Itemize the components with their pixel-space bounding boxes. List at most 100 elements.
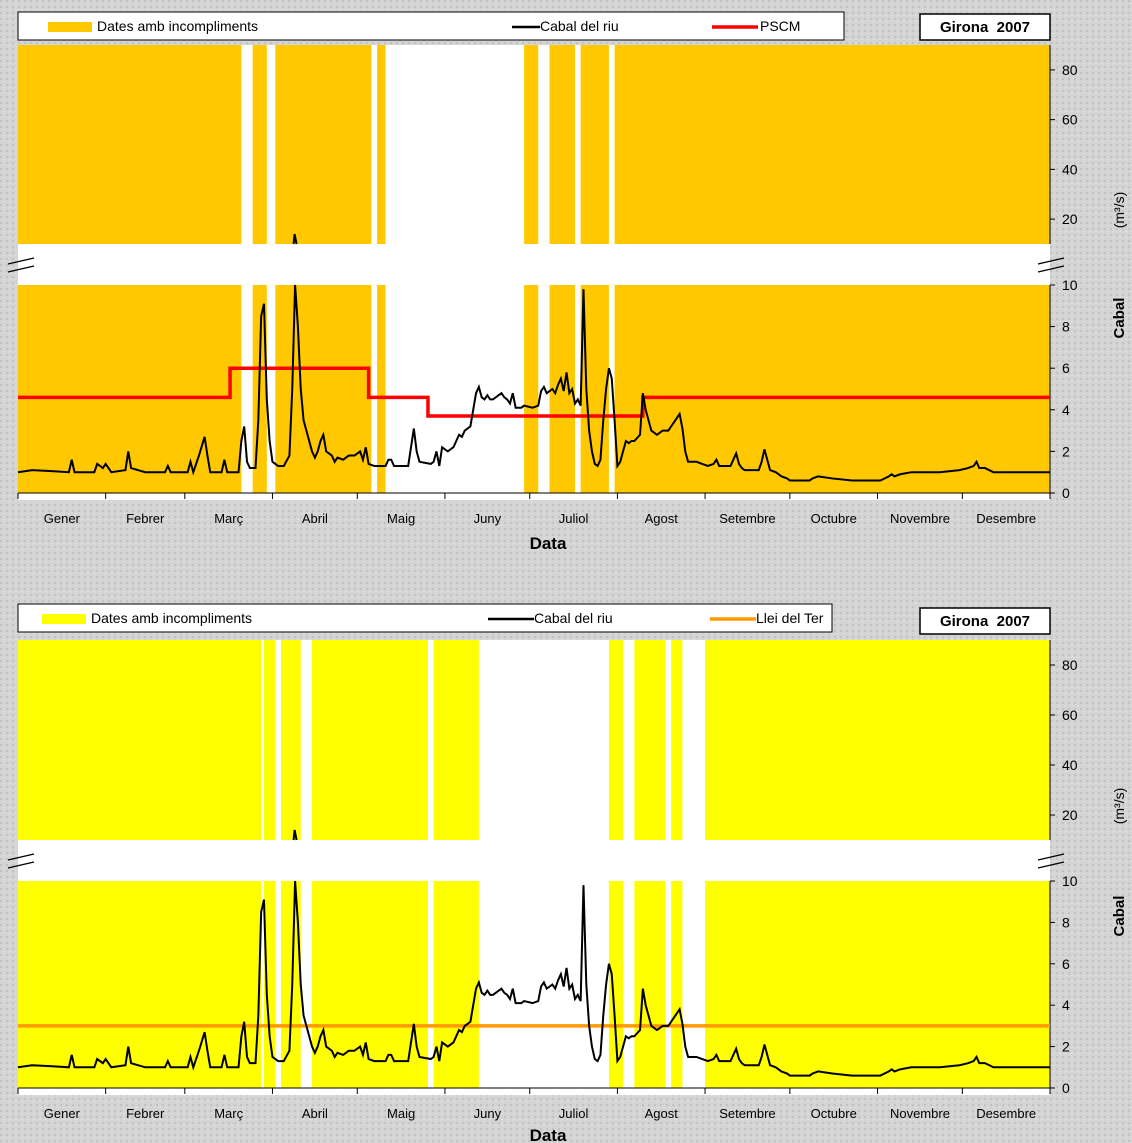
axis-break-left (7, 257, 35, 273)
x-axis-title: Data (530, 1126, 567, 1143)
band-upper-1 (252, 45, 267, 244)
band-upper-7 (614, 45, 1050, 244)
y-tick-label-lower-4: 8 (1062, 319, 1070, 335)
y-tick-label-upper-3: 80 (1062, 657, 1078, 673)
axis-break-right (1037, 257, 1065, 273)
band-upper-5 (608, 640, 624, 840)
band-lower-6 (634, 881, 666, 1088)
title-box (919, 13, 1051, 41)
band-upper-3 (312, 640, 428, 840)
title-label: Girona 2007 (940, 19, 1030, 36)
axis-break-right (1037, 853, 1065, 869)
flow-line (17, 284, 1050, 482)
legend-swatch-band (42, 614, 86, 624)
x-tick-label-6: Juliol (559, 511, 589, 526)
x-tick-label-3: Abril (302, 511, 328, 526)
y-tick-label-lower-5: 10 (1062, 277, 1078, 293)
title-box (919, 607, 1051, 635)
y-tick-label-lower-3: 6 (1062, 956, 1070, 972)
band-upper-4 (433, 640, 479, 840)
y-axis-upper: 20 40 60 80 (1049, 640, 1078, 840)
band-lower-8 (705, 881, 1050, 1088)
band-lower-2 (275, 285, 372, 493)
band-lower-3 (377, 285, 386, 493)
band-lower-3 (312, 881, 428, 1088)
chart-psc: 20 40 60 80 0 2 4 6 8 10 Gener Febrer Març Abril Mai… (7, 11, 1128, 553)
y-tick-label-upper-3: 80 (1062, 62, 1078, 78)
band-upper-2 (275, 45, 372, 244)
x-tick-label-5: Juny (474, 1106, 502, 1121)
x-tick-label-7: Agost (645, 1106, 679, 1121)
band-group-upper (18, 45, 1050, 244)
y-tick-label-upper-1: 40 (1062, 757, 1078, 773)
y-tick-label-lower-1: 2 (1062, 443, 1070, 459)
y-tick-label-lower-0: 0 (1062, 1080, 1070, 1096)
x-axis: Gener Febrer Març Abril Maig Juny Juliol Agost S… (17, 1087, 1051, 1121)
band-lower-2 (280, 881, 301, 1088)
x-tick-label-8: Setembre (719, 511, 775, 526)
y-tick-label-lower-4: 8 (1062, 914, 1070, 930)
y-axis-title: Cabal (1111, 298, 1128, 339)
x-tick-label-9: Octubre (811, 1106, 857, 1121)
x-tick-label-10: Novembre (890, 511, 950, 526)
legend-label-flow: Cabal del riu (534, 610, 613, 626)
y-tick-label-upper-0: 20 (1062, 211, 1078, 227)
legend-label-threshold: PSCM (760, 18, 800, 34)
y-tick-label-upper-2: 60 (1062, 112, 1078, 128)
legend-label-band: Dates amb incompliments (91, 610, 252, 626)
band-upper-6 (580, 45, 609, 244)
y-tick-label-lower-3: 6 (1062, 360, 1070, 376)
y-tick-label-upper-2: 60 (1062, 707, 1078, 723)
band-upper-2 (280, 640, 301, 840)
band-lower-5 (608, 881, 624, 1088)
band-group-upper (18, 640, 1050, 840)
x-tick-label-2: Març (214, 1106, 243, 1121)
band-upper-3 (377, 45, 386, 244)
band-lower-1 (263, 881, 276, 1088)
y-axis-lower: 0 2 4 6 8 10 (1049, 277, 1078, 501)
legend-swatch-band (48, 22, 92, 32)
band-upper-5 (549, 45, 575, 244)
band-upper-6 (634, 640, 666, 840)
band-upper-4 (524, 45, 539, 244)
chart-llei-ter: 20 40 60 80 0 2 4 6 8 10 Gener Febrer Març Abril Mai… (7, 603, 1128, 1143)
legend-label-band: Dates amb incompliments (97, 18, 258, 34)
y-tick-label-lower-1: 2 (1062, 1039, 1070, 1055)
y-tick-label-upper-1: 40 (1062, 161, 1078, 177)
y-axis-unit: (m³/s) (1111, 192, 1127, 229)
y-tick-label-lower-5: 10 (1062, 873, 1078, 889)
band-upper-0 (18, 45, 242, 244)
x-axis-title: Data (530, 534, 567, 553)
legend-label-threshold: Llei del Ter (756, 610, 824, 626)
x-tick-label-5: Juny (474, 511, 502, 526)
x-tick-label-8: Setembre (719, 1106, 775, 1121)
band-lower-7 (671, 881, 683, 1088)
x-tick-label-4: Maig (387, 1106, 415, 1121)
legend-box (17, 603, 833, 633)
axis-break-left (7, 853, 35, 869)
x-tick-label-7: Agost (645, 511, 679, 526)
band-lower-7 (614, 285, 1050, 493)
x-tick-label-0: Gener (44, 511, 81, 526)
x-tick-label-9: Octubre (811, 511, 857, 526)
x-tick-label-1: Febrer (126, 511, 165, 526)
y-axis-lower: 0 2 4 6 8 10 (1049, 873, 1078, 1096)
x-tick-label-2: Març (214, 511, 243, 526)
flow-line-upper (292, 829, 298, 841)
y-tick-label-lower-2: 4 (1062, 997, 1070, 1013)
legend-label-flow: Cabal del riu (540, 18, 619, 34)
x-tick-label-10: Novembre (890, 1106, 950, 1121)
band-group-lower (18, 285, 1050, 493)
title-label: Girona 2007 (940, 613, 1030, 630)
x-tick-label-11: Desembre (976, 1106, 1036, 1121)
band-upper-0 (18, 640, 262, 840)
x-tick-label-3: Abril (302, 1106, 328, 1121)
x-axis: Gener Febrer Març Abril Maig Juny Juliol Agost S… (17, 492, 1051, 526)
flow-line (17, 880, 1050, 1077)
band-lower-4 (524, 285, 539, 493)
y-axis-title: Cabal (1111, 896, 1128, 937)
band-lower-0 (18, 881, 262, 1088)
legend-box (17, 11, 845, 41)
y-axis-unit: (m³/s) (1111, 788, 1127, 825)
